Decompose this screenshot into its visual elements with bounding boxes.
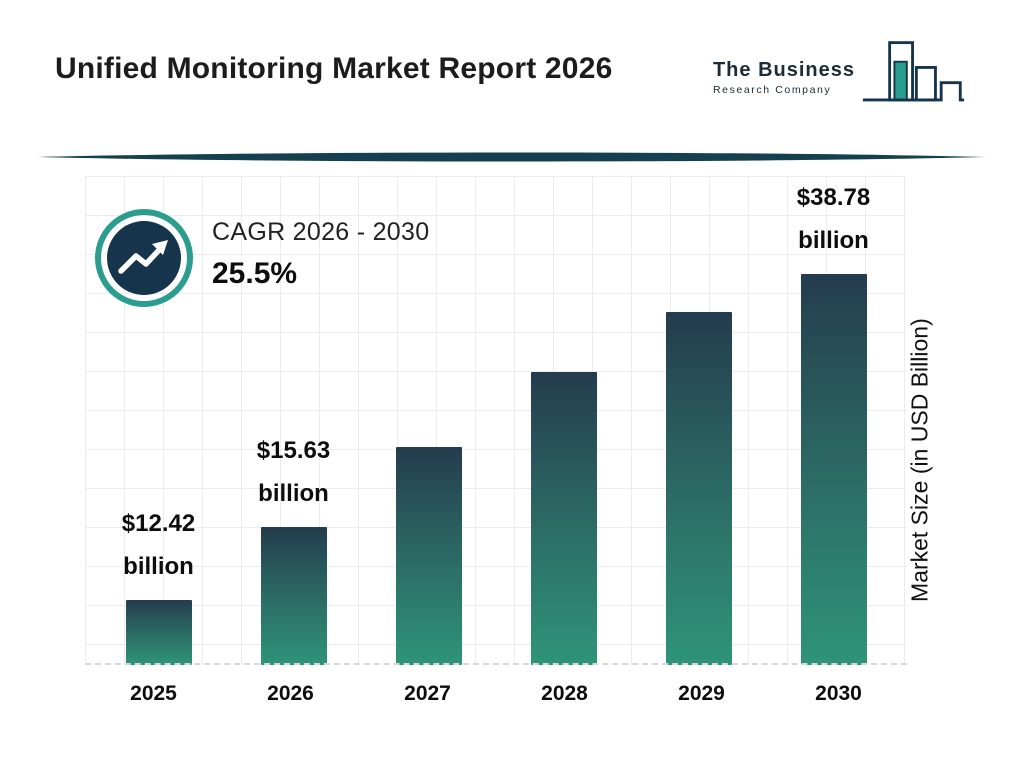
year-label-2029: 2029: [678, 682, 725, 705]
bar-value-label-2030: $38.78 billion: [796, 183, 871, 254]
logo-line2: Research Company: [712, 83, 832, 96]
divider: [38, 152, 986, 162]
chart-baseline: [85, 663, 907, 665]
bar-2030: [800, 274, 867, 665]
bar-2029: [665, 312, 732, 665]
bar-column-2028: [496, 372, 631, 665]
cagr-trend-icon: [95, 209, 193, 307]
bar-column-2027: [361, 447, 496, 665]
company-logo: The Business Research Company: [713, 38, 966, 116]
year-label-2025: 2025: [130, 682, 177, 705]
cagr-text-block: CAGR 2026 - 2030 25.5%: [212, 218, 429, 291]
bar-2025: [125, 600, 192, 665]
bars-row: $12.42 billion $15.63 billion $38.78 billion: [91, 176, 901, 665]
bar-column-2026: $15.63 billion: [226, 429, 361, 665]
bar-column-2029: [631, 312, 766, 665]
logo-line1: The Business: [712, 58, 855, 81]
x-axis-labels: 2025 2026 2027 2028 2029 2030: [85, 682, 907, 706]
bar-column-2030: $38.78 billion: [766, 176, 901, 665]
bar-value-label-2026: $15.63 billion: [256, 436, 331, 507]
bar-2028: [530, 372, 597, 665]
year-label-2028: 2028: [541, 682, 588, 705]
year-label-2026: 2026: [267, 682, 314, 705]
bar-2026: [260, 527, 327, 665]
cagr-value: 25.5%: [212, 257, 298, 290]
chart-grid: $12.42 billion $15.63 billion $38.78 billion: [85, 176, 907, 665]
y-axis-title: Market Size (in USD Billion): [906, 318, 933, 602]
bar-column-2025: $12.42 billion: [91, 502, 226, 665]
bar-2027: [395, 447, 462, 665]
cagr-period-label: CAGR 2026 - 2030: [212, 218, 430, 246]
bar-value-label-2025: $12.42 billion: [121, 509, 196, 580]
year-label-2027: 2027: [404, 682, 451, 705]
page-title: Unified Monitoring Market Report 2026: [55, 52, 613, 85]
logo-bars-icon: [862, 41, 965, 102]
logo-text: The Business Research Company: [713, 59, 855, 96]
year-label-2030: 2030: [815, 682, 862, 705]
